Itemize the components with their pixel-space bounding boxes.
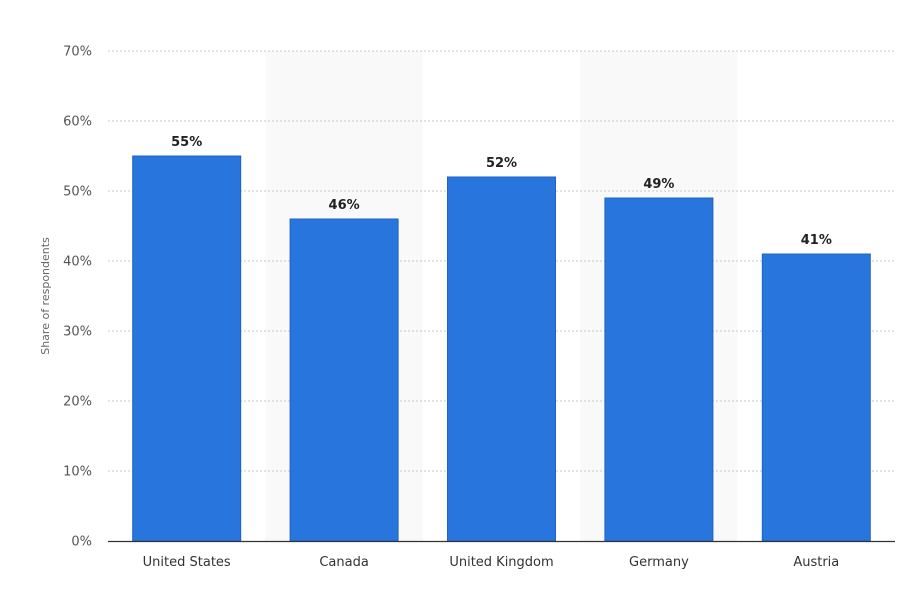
y-tick-label: 50% xyxy=(63,185,92,200)
bar-austria[interactable] xyxy=(761,253,871,542)
data-label: 49% xyxy=(643,177,674,192)
bar-germany[interactable] xyxy=(604,197,714,542)
x-axis-labels: United States Canada United Kingdom Germany… xyxy=(143,555,840,570)
x-tick-label: Germany xyxy=(629,555,689,570)
x-tick-label: Austria xyxy=(793,555,839,570)
bar-canada[interactable] xyxy=(289,218,399,542)
x-tick-label: United Kingdom xyxy=(449,555,553,570)
data-labels: 55% 46% 52% 49% 41% xyxy=(171,135,832,248)
data-label: 46% xyxy=(329,198,360,213)
bar-united-kingdom[interactable] xyxy=(447,176,556,542)
x-tick-label: United States xyxy=(143,555,231,570)
y-tick-label: 60% xyxy=(63,115,92,130)
x-tick-label: Canada xyxy=(319,555,368,570)
y-tick-label: 40% xyxy=(63,255,92,270)
data-label: 55% xyxy=(171,135,202,150)
y-tick-label: 10% xyxy=(63,465,92,480)
y-axis-ticks: 0% 10% 20% 30% 40% 50% 60% 70% xyxy=(63,45,92,550)
data-label: 41% xyxy=(801,233,832,248)
y-tick-label: 20% xyxy=(63,395,92,410)
y-tick-label: 70% xyxy=(63,45,92,60)
y-tick-label: 0% xyxy=(71,535,92,550)
y-axis-title: Share of respondents xyxy=(39,237,52,355)
data-label: 52% xyxy=(486,156,517,171)
bars xyxy=(132,155,871,542)
y-tick-label: 30% xyxy=(63,325,92,340)
bar-united-states[interactable] xyxy=(132,155,242,542)
